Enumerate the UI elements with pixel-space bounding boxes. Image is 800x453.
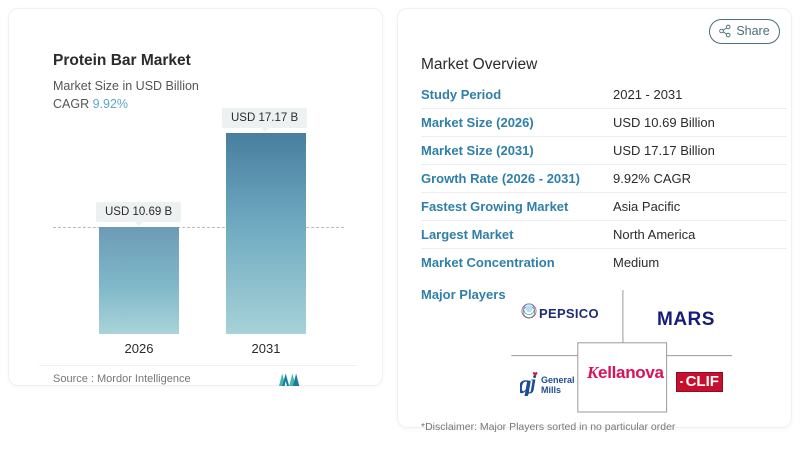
svg-text:♥: ♥ — [533, 369, 538, 379]
